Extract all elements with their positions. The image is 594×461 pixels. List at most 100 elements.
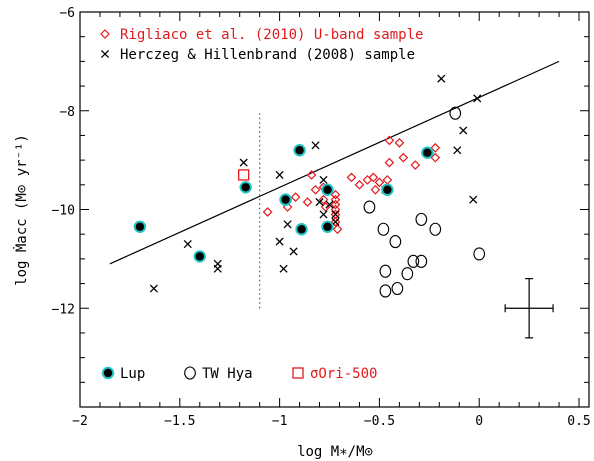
data-point-open-circle <box>429 222 442 236</box>
data-point-diamond <box>262 207 273 217</box>
x-tick-label: 0 <box>475 414 483 429</box>
data-point-diamond <box>346 172 357 183</box>
cross-stroke <box>459 126 468 135</box>
data-point-diamond <box>354 179 365 190</box>
cross-stroke <box>331 210 340 219</box>
legend: Rigliaco et al. (2010) U-band sample Herc… <box>100 27 423 382</box>
cross-stroke <box>279 264 288 273</box>
data-point-filled-circle-cyan <box>193 250 206 263</box>
cross-stroke <box>100 49 110 59</box>
cross-stroke <box>453 146 462 155</box>
cross-stroke <box>213 264 222 273</box>
data-point-open-circle <box>377 222 390 236</box>
cross-stroke <box>275 170 284 179</box>
data-point-open-circle <box>363 200 376 214</box>
data-point-cross <box>459 126 468 135</box>
data-point-cross <box>437 74 446 83</box>
data-point-diamond <box>330 216 341 227</box>
data-point-filled-circle-cyan <box>321 220 334 233</box>
data-point-diamond <box>332 224 343 235</box>
data-point-diamond <box>384 157 395 168</box>
data-point-diamond <box>410 160 421 170</box>
data-points <box>133 74 486 298</box>
data-point-diamond <box>330 189 341 200</box>
data-point-open-circle <box>415 254 428 268</box>
y-tick-label: −12 <box>52 302 75 317</box>
data-point-cross <box>183 240 192 249</box>
data-point-diamond <box>370 184 381 195</box>
data-point-diamond <box>384 135 395 146</box>
legend-marker-diamond <box>100 29 110 39</box>
reference-lines <box>109 60 560 339</box>
x-tick-label: −1.5 <box>164 414 195 429</box>
data-point-open-square-red <box>238 169 250 181</box>
data-point-diamond <box>318 194 329 205</box>
data-point-filled-circle-cyan <box>321 183 334 196</box>
data-point-open-circle <box>415 212 428 226</box>
data-point-diamond <box>302 197 313 207</box>
data-point-diamond <box>330 199 341 210</box>
data-point-open-circle <box>449 106 462 120</box>
legend-marker-open-square-red <box>292 367 304 379</box>
cross-stroke <box>319 210 328 219</box>
data-point-cross <box>453 146 462 155</box>
data-point-diamond <box>398 152 409 163</box>
cross-stroke <box>319 175 328 184</box>
data-point-diamond <box>430 142 441 153</box>
data-point-open-circle <box>379 264 392 278</box>
data-point-cross <box>289 247 298 256</box>
data-point-cross <box>279 264 288 273</box>
legend-label: Lup <box>120 366 145 382</box>
data-point-cross <box>315 198 324 207</box>
cross-stroke <box>275 237 284 246</box>
data-point-filled-circle-cyan <box>295 223 308 236</box>
y-tick-label: −8 <box>59 105 75 120</box>
fit-line <box>109 60 560 265</box>
legend-label: Rigliaco et al. (2010) U-band sample <box>120 27 423 43</box>
cross-stroke <box>149 284 158 293</box>
x-axis-label: log M∗/M⊙ <box>297 444 373 460</box>
cross-stroke <box>239 158 248 167</box>
data-point-diamond <box>368 172 379 183</box>
cross-stroke <box>289 247 298 256</box>
data-point-open-circle <box>407 254 420 268</box>
data-point-open-circle <box>391 281 404 296</box>
data-point-cross <box>319 210 328 219</box>
data-point-diamond <box>330 194 341 205</box>
data-point-cross <box>469 195 478 204</box>
cross-stroke <box>473 94 482 103</box>
x-tick-label: −2 <box>72 414 88 429</box>
y-tick-label: −6 <box>59 6 75 21</box>
cross-stroke <box>315 198 324 207</box>
axis-ticks: −2 −1.5 −1 −0.5 0 0.5 −6 −8 −10 −12 <box>52 6 591 429</box>
data-point-cross <box>319 175 328 184</box>
plot-frame <box>79 11 590 408</box>
cross-stroke <box>311 141 320 150</box>
x-tick-label: 0.5 <box>567 414 590 429</box>
data-point-open-circle <box>473 247 486 261</box>
legend-label: σOri-500 <box>310 366 377 382</box>
data-point-filled-circle-cyan <box>239 181 252 194</box>
data-point-diamond <box>382 175 393 185</box>
data-point-cross <box>283 220 292 229</box>
cross-stroke <box>325 200 334 209</box>
data-point-diamond <box>394 137 405 148</box>
cross-stroke <box>469 195 478 204</box>
x-tick-label: −0.5 <box>364 414 395 429</box>
data-point-cross <box>311 141 320 150</box>
data-point-diamond <box>374 177 385 188</box>
data-point-cross <box>331 210 340 219</box>
data-point-open-circle <box>401 267 414 281</box>
data-point-diamond <box>306 170 317 180</box>
data-point-cross <box>239 158 248 167</box>
cross-stroke <box>283 220 292 229</box>
cross-stroke <box>183 240 192 249</box>
data-point-diamond <box>310 184 321 195</box>
data-point-diamond <box>290 192 301 203</box>
legend-marker-open-circle <box>184 366 196 380</box>
data-point-cross <box>325 200 334 209</box>
data-point-filled-circle-cyan <box>381 183 394 196</box>
data-point-open-circle <box>389 235 402 249</box>
legend-label: Herczeg & Hillenbrand (2008) sample <box>120 47 415 63</box>
